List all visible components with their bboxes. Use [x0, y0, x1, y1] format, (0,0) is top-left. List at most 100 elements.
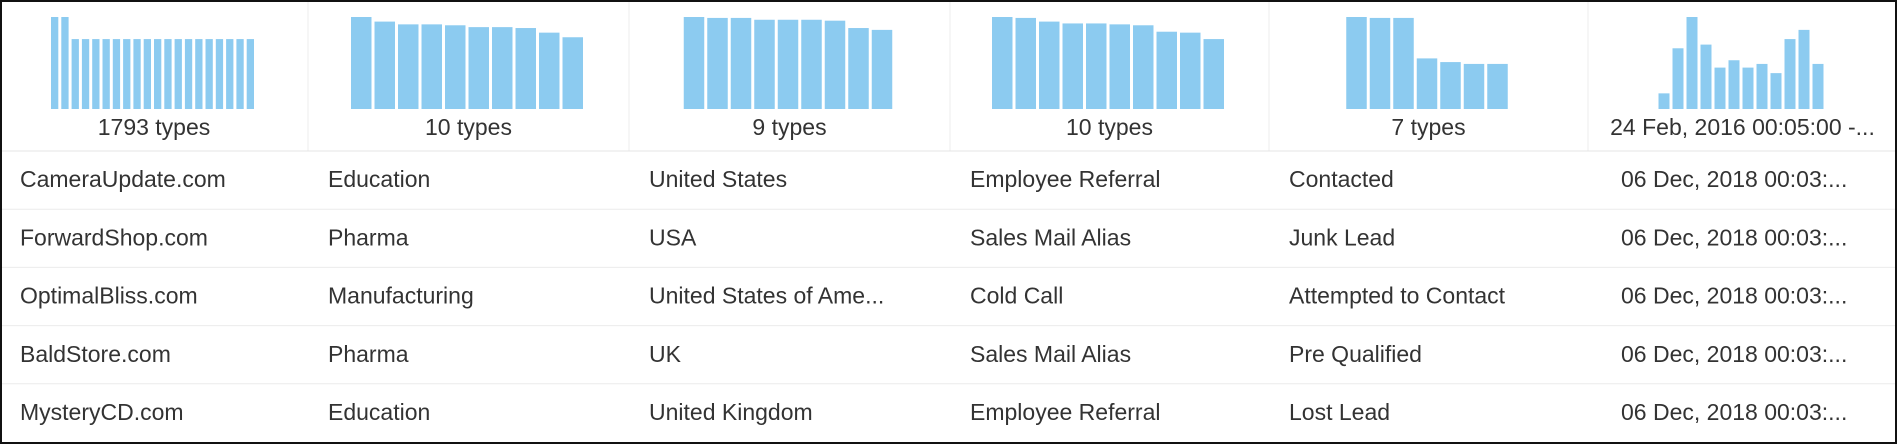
histogram-bar	[421, 24, 442, 109]
histogram-bar	[1463, 63, 1485, 109]
histogram-bar	[1742, 67, 1754, 109]
histogram-bar	[1728, 60, 1740, 109]
histogram-bar	[1658, 93, 1670, 109]
histogram-bar	[164, 39, 172, 109]
histogram-bar	[1180, 32, 1201, 109]
histogram-bar	[848, 28, 869, 109]
histogram-bar	[81, 39, 90, 109]
histogram-bar	[1770, 73, 1782, 109]
histogram-bar	[351, 17, 372, 109]
cell-text: United States of Ame...	[649, 283, 884, 309]
cell-text: OptimalBliss.com	[20, 283, 198, 309]
histogram-bar	[133, 39, 141, 109]
histogram-bar	[801, 19, 822, 109]
histogram-bar	[374, 21, 395, 110]
histogram-bar	[754, 19, 775, 109]
histogram-bar	[102, 39, 110, 109]
column-summary: 1793 types	[98, 114, 211, 140]
histogram-bar	[51, 17, 59, 109]
histogram-bar	[1133, 25, 1154, 110]
cell-text: Employee Referral	[970, 399, 1160, 425]
histogram-bar	[123, 39, 131, 109]
histogram-bar	[184, 39, 193, 109]
histogram-bar	[1086, 23, 1107, 109]
cell-text: Junk Lead	[1289, 224, 1395, 250]
cell-text: 06 Dec, 2018 00:03:...	[1621, 341, 1847, 367]
histogram-bar	[1346, 17, 1367, 109]
histogram-bar	[871, 29, 893, 110]
histogram-bar	[1062, 23, 1083, 109]
histogram-bar	[71, 39, 79, 109]
histogram-bar	[445, 25, 466, 110]
histogram-bar	[730, 17, 752, 110]
histogram-bar	[1039, 21, 1060, 110]
cell-text: Sales Mail Alias	[970, 341, 1131, 367]
histogram-bar	[236, 39, 244, 109]
cell-text: Education	[328, 166, 430, 192]
histogram-bar	[992, 17, 1013, 109]
cell-text: Education	[328, 399, 430, 425]
histogram-bar	[1700, 44, 1712, 109]
cell-text: ForwardShop.com	[20, 224, 208, 250]
cell-text: 06 Dec, 2018 00:03:...	[1621, 399, 1847, 425]
histogram-bar	[174, 39, 182, 109]
histogram-bar	[539, 32, 560, 109]
cell-text: Manufacturing	[328, 283, 474, 309]
cell-text: United States	[649, 166, 787, 192]
cell-text: 06 Dec, 2018 00:03:...	[1621, 166, 1847, 192]
cell-text: Pharma	[328, 341, 409, 367]
histogram-bar	[112, 39, 121, 109]
cell-text: CameraUpdate.com	[20, 166, 226, 192]
histogram-bar	[1369, 17, 1391, 110]
histogram-bar	[1798, 29, 1810, 110]
histogram-bar	[1015, 17, 1036, 110]
histogram-bar	[1756, 63, 1768, 109]
histogram-bar	[824, 20, 846, 109]
histogram-bar	[1440, 62, 1461, 109]
column-summary: 9 types	[752, 114, 826, 140]
cell-text: UK	[649, 341, 682, 367]
histogram-bar	[246, 39, 254, 109]
histogram-bar	[468, 27, 489, 109]
histogram-bar	[154, 39, 162, 109]
histogram-bar	[1109, 24, 1130, 109]
column-summary: 10 types	[1066, 114, 1153, 140]
histogram-bar	[515, 28, 536, 109]
cell-text: Pre Qualified	[1289, 341, 1422, 367]
histogram-bar	[215, 39, 224, 109]
histogram-bar	[1203, 39, 1224, 109]
histogram-bar	[1487, 63, 1508, 109]
histogram-bar	[777, 19, 799, 109]
cell-text: MysteryCD.com	[20, 399, 184, 425]
histogram-bar	[1784, 39, 1796, 109]
cell-text: Contacted	[1289, 166, 1394, 192]
cell-text: Attempted to Contact	[1289, 283, 1506, 309]
histogram-bar	[143, 39, 151, 109]
cell-text: 06 Dec, 2018 00:03:...	[1621, 224, 1847, 250]
column-summary: 10 types	[425, 114, 512, 140]
column-summary: 24 Feb, 2016 00:05:00 -...	[1610, 114, 1875, 140]
histogram-bar	[398, 24, 419, 109]
histogram-bar	[492, 27, 513, 109]
cell-text: 06 Dec, 2018 00:03:...	[1621, 283, 1847, 309]
histogram-bar	[205, 39, 213, 109]
cell-text: Sales Mail Alias	[970, 224, 1131, 250]
column-summary: 7 types	[1391, 114, 1465, 140]
cell-text: USA	[649, 224, 697, 250]
cell-text: Employee Referral	[970, 166, 1160, 192]
cell-text: BaldStore.com	[20, 341, 171, 367]
histogram-bar	[1686, 17, 1698, 109]
histogram-bar	[562, 37, 583, 109]
histogram-bar	[1672, 48, 1684, 109]
histogram-bar	[195, 39, 203, 109]
cell-text: Pharma	[328, 224, 409, 250]
histogram-bar	[1156, 31, 1177, 109]
histogram-bar	[1812, 63, 1824, 109]
histogram-bar	[61, 17, 69, 109]
histogram-bar	[226, 39, 234, 109]
histogram-bar	[1416, 58, 1438, 109]
cell-text: Cold Call	[970, 283, 1063, 309]
histogram-bar	[707, 17, 728, 110]
